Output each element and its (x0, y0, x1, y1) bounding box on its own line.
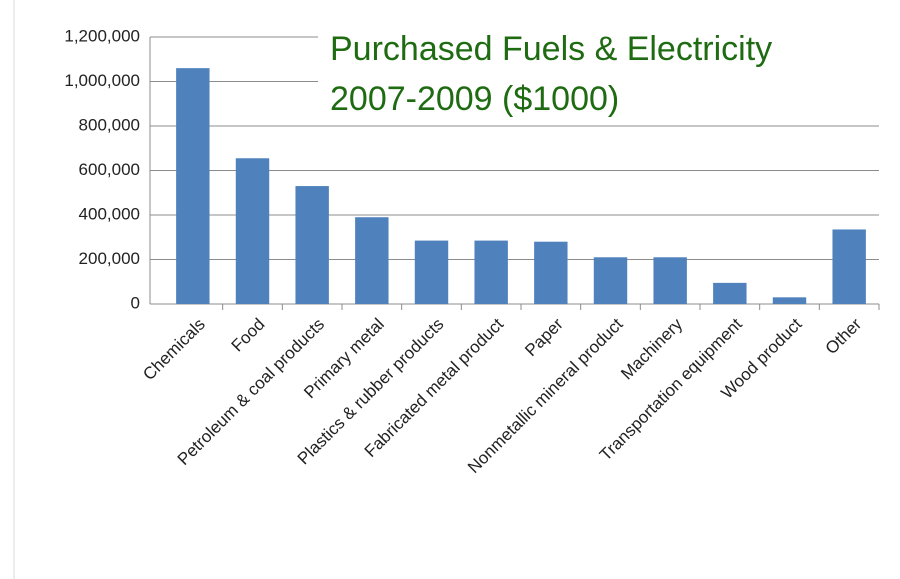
bar (832, 229, 866, 304)
y-tick-label: 400,000 (79, 204, 140, 223)
bar (295, 186, 329, 304)
bar (474, 240, 508, 304)
x-tick-label: Other (822, 314, 866, 358)
bar (414, 240, 449, 304)
bar (355, 217, 389, 304)
bar (176, 68, 210, 305)
x-tick-label: Chemicals (139, 315, 209, 385)
bar (235, 158, 270, 304)
bar (593, 257, 628, 304)
title-backdrop (318, 12, 900, 124)
bar (653, 257, 687, 304)
x-tick-label: Food (228, 315, 269, 356)
y-tick-label: 600,000 (79, 160, 140, 179)
bar (772, 297, 807, 304)
y-tick-label: 0 (131, 293, 140, 312)
y-tick-label: 1,000,000 (64, 71, 140, 90)
y-tick-label: 200,000 (79, 249, 140, 268)
bar (713, 282, 747, 304)
y-tick-label: 1,200,000 (64, 26, 140, 45)
chart-title: Purchased Fuels & Electricity (330, 30, 772, 68)
grid (149, 36, 880, 310)
y-tick-label: 800,000 (79, 115, 140, 134)
x-tick-label: Paper (521, 314, 567, 360)
bar (534, 241, 568, 304)
chart-subtitle: 2007-2009 ($1000) (330, 80, 619, 118)
